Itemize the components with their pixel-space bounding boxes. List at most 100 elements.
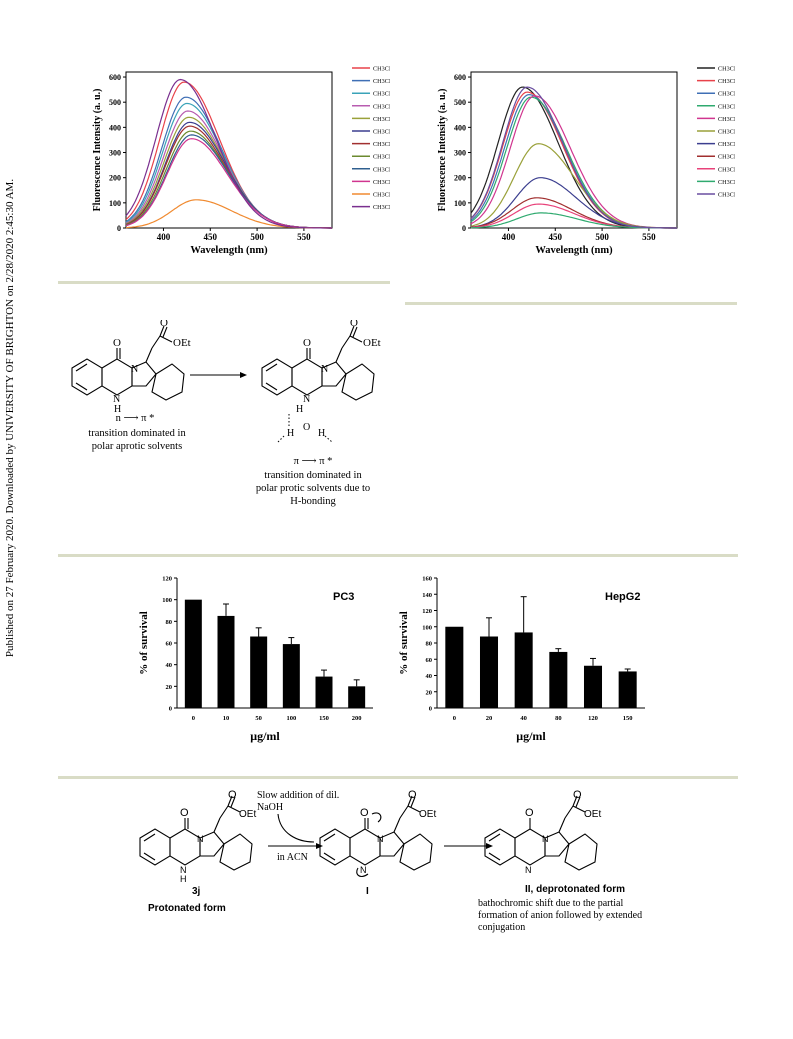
caption2-line: polar protic solvents due to	[255, 483, 371, 494]
water-legend-label: CH3CN-520μL H2O	[373, 166, 390, 173]
hepg2-ytick-label: 0	[429, 706, 432, 713]
water-xtick-label: 550	[297, 232, 311, 242]
structure-I	[319, 795, 433, 877]
hepg2-category-label: 80	[555, 715, 562, 722]
water-ytick-label: 100	[109, 199, 121, 208]
n-label: N	[197, 834, 204, 844]
section-divider	[58, 554, 738, 557]
pc3-ytick-label: 80	[166, 619, 173, 626]
caption2-line: H-bonding	[290, 496, 336, 507]
ester-oxygen-label: O	[350, 320, 358, 329]
hepg2-bar	[549, 651, 568, 708]
ester-label: OEt	[419, 809, 436, 820]
nh-h-label: H	[180, 874, 187, 884]
water-ytick-label: 600	[109, 73, 121, 82]
water-xtick-label: 450	[204, 232, 218, 242]
hepg2-ytick-label: 100	[422, 624, 432, 631]
water-xlabel: Wavelength (nm)	[190, 245, 268, 256]
n-label: N	[360, 865, 367, 875]
quinazolinone-structure-right	[261, 325, 375, 401]
hepg2-bar	[479, 636, 499, 708]
pc3-category-label: 10	[223, 715, 230, 722]
nh-h-label: H	[296, 404, 303, 415]
naoh-xtick-label: 500	[595, 232, 609, 242]
water-series-line	[125, 78, 332, 229]
pc3-title: PC3	[333, 591, 354, 603]
section-divider	[58, 776, 738, 779]
section-divider	[405, 302, 737, 305]
water-ytick-label: 400	[109, 123, 121, 132]
hepg2-bar	[445, 626, 464, 708]
ester-label: OEt	[173, 337, 191, 349]
hepg2-ytick-label: 120	[422, 608, 432, 615]
pc3-bar	[217, 615, 235, 708]
water-legend-label: CH3CN-220μL H2O	[373, 116, 390, 123]
water-legend-label: CH3CN	[373, 204, 390, 211]
naoh-xlabel: Wavelength (nm)	[535, 245, 613, 256]
survival-chart-pc3: 0 20 40 60 80 100 120 0 10 50 100 150 200 PC3 μg/ml % o…	[138, 576, 373, 743]
hepg2-bar	[514, 632, 533, 708]
naoh-legend-label: CH3CN	[718, 192, 735, 199]
structure-3j	[139, 795, 253, 871]
hepg2-ytick-label: 40	[426, 673, 433, 680]
water-ytick-label: 0	[117, 224, 121, 233]
hepg2-bar	[618, 671, 637, 708]
caption2-line: transition dominated in	[264, 470, 362, 481]
pc3-ylabel: % of survival	[138, 611, 150, 675]
transition1-label: n ⟶ π *	[115, 413, 155, 424]
quinazolinone-structure-left	[71, 325, 185, 401]
naoh-series-line	[470, 91, 677, 229]
water-series-line	[125, 199, 332, 229]
water-legend-label: CH3CN-970μL H2O	[373, 179, 390, 186]
naoh-legend-label: CH3CN-22μM NaOH	[718, 116, 735, 123]
hepg2-category-label: 150	[623, 715, 633, 722]
naoh-xtick-label: 450	[549, 232, 563, 242]
hepg2-ytick-label: 60	[426, 657, 433, 664]
water-ytick-label: 200	[109, 174, 121, 183]
scheme2-structures: O O OEt O O OEt O O OEt N N H N N N N	[139, 790, 601, 884]
water-xtick-label: 500	[250, 232, 264, 242]
reagent-text: Slow addition of dil. NaOH	[257, 790, 367, 814]
hepg2-category-label: 20	[486, 715, 493, 722]
hepg2-ytick-label: 160	[422, 576, 432, 583]
naoh-legend-label: CH3CN-206μM NaOH	[718, 179, 735, 186]
hepg2-xlabel: μg/ml	[516, 729, 546, 743]
water-xtick-label: 400	[157, 232, 171, 242]
water-legend-label: CH3CN-40μL H2O	[373, 66, 390, 73]
water-ytick-label: 500	[109, 98, 121, 107]
naoh-legend-label: CH3CN-3μM NaOH	[718, 66, 735, 73]
compound-3j-label: 3j	[192, 886, 201, 897]
pc3-bar	[348, 686, 366, 708]
caption2: transition dominated in polar protic sol…	[238, 469, 388, 508]
naoh-xtick-label: 400	[502, 232, 516, 242]
hepg2-ytick-label: 80	[426, 641, 433, 648]
caption1-line: transition dominated in	[88, 428, 186, 439]
naoh-xtick-label: 550	[642, 232, 656, 242]
pc3-category-label: 150	[319, 715, 329, 722]
spectrum-chart-water: 0 100 200 300 400 500 600 400 450 500 550 Wavelengt…	[92, 66, 390, 257]
spectrum-chart-naoh: 0 100 200 300 400 500 600 400 450 500 550 Wavelengt…	[437, 66, 735, 257]
ester-oxygen-label: O	[573, 790, 582, 801]
ester-label: OEt	[239, 809, 256, 820]
ester-label: OEt	[584, 809, 601, 820]
naoh-series-line	[470, 93, 677, 229]
nh-n-label: N	[303, 394, 310, 405]
sidebar-publication-note: Published on 27 February 2020. Downloade…	[4, 178, 16, 658]
water-h-label: H	[318, 428, 325, 439]
caption-line: formation of anion followed by extended	[478, 910, 643, 921]
naoh-ytick-label: 400	[454, 123, 466, 132]
solvent-label: in ACN	[277, 852, 308, 863]
water-ylabel: Fluorescence Intensity (a. u.)	[92, 89, 103, 212]
n-label: N	[131, 364, 138, 375]
n-label: N	[377, 834, 384, 844]
pc3-ytick-label: 0	[169, 706, 172, 713]
water-series-line	[125, 138, 332, 229]
spectrum-water-plot: 0 100 200 300 400 500 600 400 450 500 550 Wavelengt…	[92, 66, 390, 257]
caption-line: conjugation	[478, 922, 526, 933]
protonated-form-label: Protonated form	[148, 903, 226, 914]
water-legend-label: CH3CN-420μL H2O	[373, 154, 390, 161]
naoh-ytick-label: 0	[462, 224, 466, 233]
carbonyl-oxygen-label: O	[360, 807, 369, 819]
bathochromic-caption: bathochromic shift due to the partial fo…	[478, 898, 678, 934]
n-label: N	[321, 364, 328, 375]
